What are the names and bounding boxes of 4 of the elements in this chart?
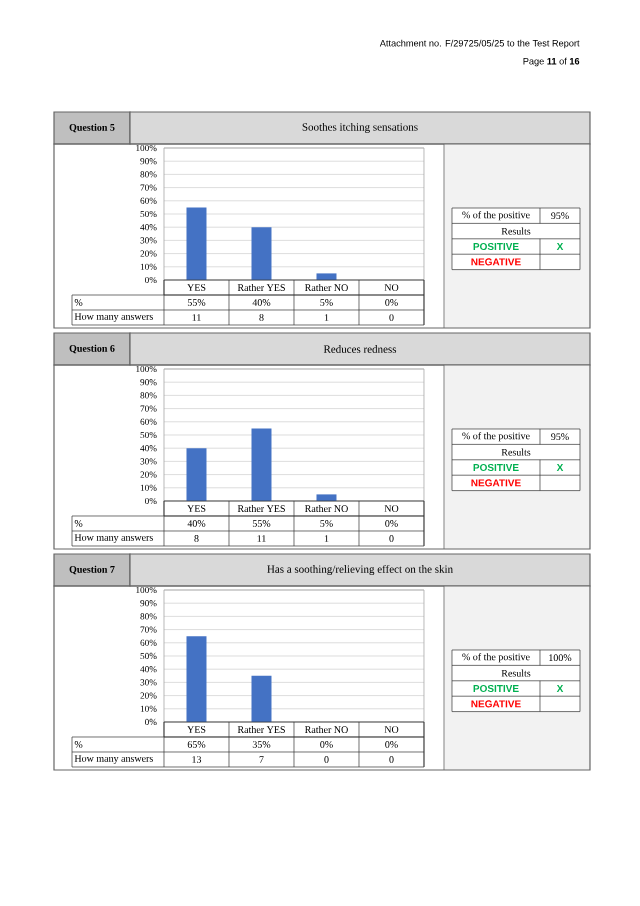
bar xyxy=(251,428,272,501)
bar xyxy=(186,207,207,280)
bar xyxy=(251,227,272,280)
bar xyxy=(186,448,207,501)
